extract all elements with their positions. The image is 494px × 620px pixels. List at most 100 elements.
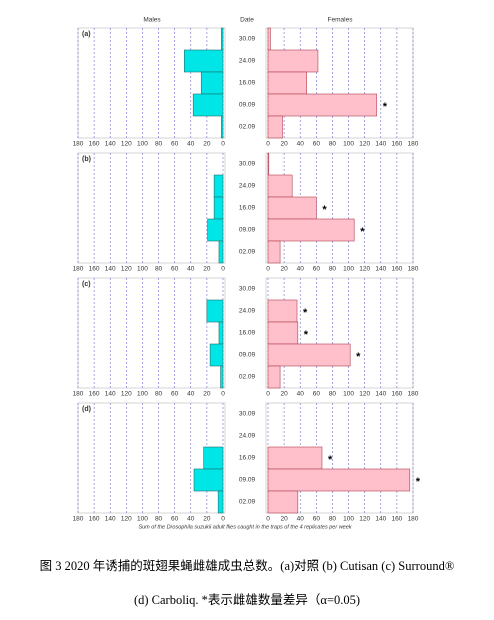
female-bar <box>267 321 299 345</box>
x-tick-label: 140 <box>105 391 116 398</box>
female-bar <box>267 174 293 198</box>
x-tick-label: 140 <box>105 266 116 273</box>
significance-star: * <box>356 351 361 363</box>
x-tick-label: 80 <box>329 391 337 398</box>
male-bar <box>200 71 224 95</box>
category-label: 24.09 <box>239 433 256 440</box>
x-tick-label: 160 <box>391 516 402 523</box>
panel-frame <box>265 152 414 264</box>
female-bar <box>267 490 299 514</box>
male-bar <box>213 174 224 198</box>
category-label: 16.09 <box>239 330 256 337</box>
x-tick-label: 80 <box>155 391 163 398</box>
category-label: 09.09 <box>239 477 256 484</box>
x-tick-label: 0 <box>266 391 270 398</box>
females-header: Females <box>328 17 354 24</box>
x-tick-label: 40 <box>187 266 195 273</box>
significance-star: * <box>360 226 365 238</box>
category-label: 09.09 <box>239 227 256 234</box>
category-label: 16.09 <box>239 80 256 87</box>
male-bar <box>221 27 224 51</box>
female-bar <box>267 27 271 51</box>
x-tick-label: 40 <box>187 141 195 148</box>
x-tick-label: 60 <box>313 516 321 523</box>
x-tick-label: 140 <box>105 516 116 523</box>
male-bar <box>218 240 224 264</box>
category-label: 24.09 <box>239 58 256 65</box>
x-tick-label: 160 <box>391 266 402 273</box>
caption-line: (d) Carboliq. *表示雌雄数量差异（α=0.05) <box>134 592 360 607</box>
x-tick-label: 140 <box>375 516 386 523</box>
x-tick-label: 80 <box>329 516 337 523</box>
category-label: 24.09 <box>239 308 256 315</box>
x-tick-label: 160 <box>89 391 100 398</box>
x-tick-label: 0 <box>266 266 270 273</box>
x-tick-label: 120 <box>359 516 370 523</box>
female-bar <box>267 152 270 176</box>
female-bar <box>267 365 281 389</box>
x-tick-label: 20 <box>280 516 288 523</box>
x-tick-label: 100 <box>137 141 148 148</box>
x-tick-label: 40 <box>297 266 305 273</box>
male-bar <box>203 446 224 470</box>
category-label: 24.09 <box>239 183 256 190</box>
x-tick-label: 60 <box>313 266 321 273</box>
x-tick-label: 100 <box>137 516 148 523</box>
female-bar <box>267 343 351 367</box>
category-label: 02.09 <box>239 249 256 256</box>
male-bar <box>220 365 224 389</box>
significance-star: * <box>383 101 388 113</box>
female-bar <box>267 196 317 220</box>
x-tick-label: 80 <box>329 141 337 148</box>
x-tick-label: 180 <box>408 141 419 148</box>
x-tick-label: 80 <box>155 516 163 523</box>
x-tick-label: 100 <box>343 391 354 398</box>
x-tick-label: 40 <box>297 391 305 398</box>
panel-frame <box>77 402 226 514</box>
panel-frame <box>265 277 414 389</box>
male-bar <box>184 49 224 73</box>
x-tick-label: 0 <box>221 391 225 398</box>
x-tick-label: 180 <box>73 141 84 148</box>
x-tick-label: 60 <box>171 391 179 398</box>
males-header: Males <box>143 17 161 24</box>
panel-label: (c) <box>82 281 91 288</box>
panel-frame <box>265 402 414 514</box>
x-tick-label: 20 <box>280 141 288 148</box>
male-bar <box>217 490 224 514</box>
x-tick-label: 180 <box>408 391 419 398</box>
male-bar <box>206 299 224 323</box>
category-label: 30.09 <box>239 411 256 418</box>
x-tick-label: 120 <box>359 391 370 398</box>
significance-star: * <box>322 204 327 216</box>
x-tick-label: 20 <box>280 391 288 398</box>
caption-line: 图 3 2020 年诱捕的斑翅果蝇雌雄成虫总数。(a)对照 (b) Cutisa… <box>40 558 455 573</box>
x-tick-label: 60 <box>171 141 179 148</box>
x-tick-label: 160 <box>89 516 100 523</box>
x-tick-label: 100 <box>343 266 354 273</box>
male-bar <box>207 218 224 242</box>
category-label: 16.09 <box>239 205 256 212</box>
significance-star: * <box>328 454 333 466</box>
date-header: Date <box>240 17 254 24</box>
category-label: 02.09 <box>239 499 256 506</box>
category-label: 30.09 <box>239 286 256 293</box>
category-label: 30.09 <box>239 161 256 168</box>
female-bar <box>267 115 283 139</box>
x-tick-label: 100 <box>343 516 354 523</box>
male-bar <box>218 321 224 345</box>
female-bar <box>267 218 355 242</box>
x-tick-label: 20 <box>203 391 211 398</box>
female-bar <box>267 71 307 95</box>
male-bar <box>213 196 224 220</box>
category-label: 02.09 <box>239 124 256 131</box>
x-tick-label: 140 <box>375 266 386 273</box>
x-tick-label: 120 <box>121 516 132 523</box>
x-tick-label: 60 <box>313 141 321 148</box>
x-tick-label: 180 <box>408 516 419 523</box>
x-tick-label: 140 <box>375 391 386 398</box>
category-label: 30.09 <box>239 36 256 43</box>
x-tick-label: 0 <box>221 266 225 273</box>
x-tick-label: 60 <box>171 266 179 273</box>
